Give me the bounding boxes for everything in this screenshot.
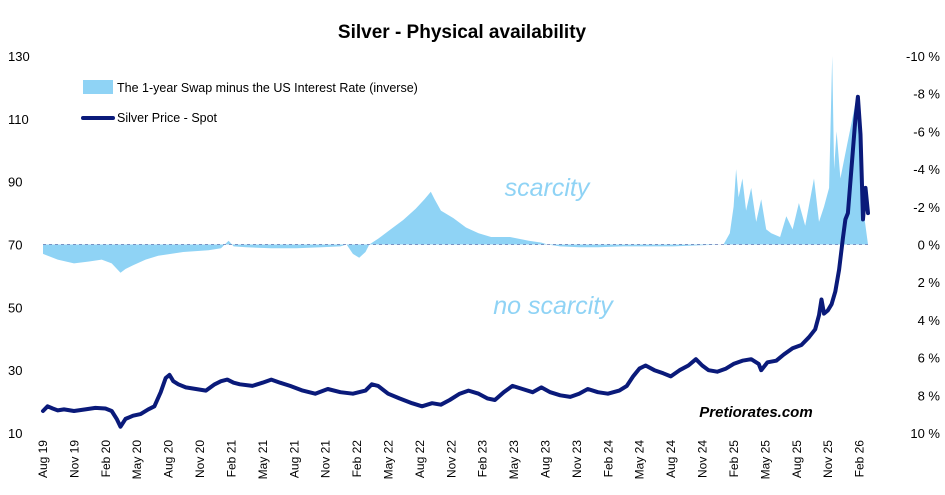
x-axis: Aug 19 Nov 19 Feb 20 May 20 Aug 20 Nov 20 Feb … bbox=[36, 440, 867, 480]
legend-swatch-area bbox=[83, 80, 113, 94]
x-tick-label: May 25 bbox=[758, 440, 772, 480]
swap-area bbox=[43, 56, 868, 273]
left-tick-label: 130 bbox=[8, 49, 30, 64]
x-tick-label: Nov 23 bbox=[570, 440, 584, 478]
x-tick-label: Feb 21 bbox=[224, 440, 238, 478]
x-tick-label: May 24 bbox=[633, 440, 647, 480]
left-tick-label: 10 bbox=[8, 426, 22, 441]
legend-label-area: The 1-year Swap minus the US Interest Ra… bbox=[117, 81, 418, 95]
x-tick-label: Feb 25 bbox=[727, 440, 741, 478]
silver-line-layer bbox=[41, 94, 870, 429]
x-tick-label: Aug 22 bbox=[413, 440, 427, 478]
x-tick-label: Aug 20 bbox=[162, 440, 176, 478]
right-tick-label: 8 % bbox=[918, 388, 941, 403]
right-tick-label: 10 % bbox=[910, 426, 940, 441]
x-tick-label: Nov 20 bbox=[193, 440, 207, 478]
right-tick-label: -8 % bbox=[913, 87, 940, 102]
x-tick-label: Nov 22 bbox=[444, 440, 458, 478]
x-tick-label: May 21 bbox=[256, 440, 270, 480]
x-tick-label: Feb 23 bbox=[476, 440, 490, 478]
x-tick-label: Feb 24 bbox=[601, 440, 615, 478]
left-tick-label: 90 bbox=[8, 175, 22, 190]
x-tick-label: Feb 22 bbox=[350, 440, 364, 478]
left-tick-label: 50 bbox=[8, 300, 22, 315]
x-tick-label: Aug 21 bbox=[287, 440, 301, 478]
x-tick-label: Nov 25 bbox=[821, 440, 835, 478]
right-tick-label: -4 % bbox=[913, 162, 940, 177]
left-axis: 10 30 50 70 90 110 130 bbox=[8, 49, 30, 441]
x-tick-label: Feb 26 bbox=[853, 440, 867, 478]
x-tick-label: Feb 20 bbox=[99, 440, 113, 478]
x-tick-label: Aug 19 bbox=[36, 440, 50, 478]
x-tick-label: Nov 19 bbox=[67, 440, 81, 478]
brand-watermark: Pretiorates.com bbox=[699, 404, 812, 421]
left-tick-label: 110 bbox=[8, 112, 29, 127]
x-tick-label: May 20 bbox=[130, 440, 144, 480]
x-tick-label: Nov 21 bbox=[319, 440, 333, 478]
legend-label-line: Silver Price - Spot bbox=[117, 111, 218, 125]
right-tick-label: 4 % bbox=[918, 313, 941, 328]
x-tick-label: Aug 24 bbox=[664, 440, 678, 478]
left-tick-label: 70 bbox=[8, 238, 22, 253]
x-tick-label: Nov 24 bbox=[696, 440, 710, 478]
x-tick-label: May 23 bbox=[507, 440, 521, 480]
right-tick-label: -2 % bbox=[913, 200, 940, 215]
right-axis: -10 % -8 % -6 % -4 % -2 % 0 % 2 % 4 % 6 % 8 % 10 % bbox=[906, 49, 940, 441]
right-tick-label: 0 % bbox=[918, 238, 941, 253]
chart-title: Silver - Physical availability bbox=[338, 22, 587, 43]
silver-price-line bbox=[41, 94, 870, 429]
legend: The 1-year Swap minus the US Interest Ra… bbox=[81, 80, 418, 125]
right-tick-label: -10 % bbox=[906, 49, 940, 64]
x-tick-label: Aug 25 bbox=[790, 440, 804, 478]
annotation-no-scarcity: no scarcity bbox=[493, 292, 614, 320]
right-tick-label: 6 % bbox=[918, 351, 941, 366]
swap-area-layer bbox=[43, 56, 868, 273]
x-tick-label: Aug 23 bbox=[539, 440, 553, 478]
right-tick-label: 2 % bbox=[918, 275, 941, 290]
annotation-scarcity: scarcity bbox=[505, 174, 591, 202]
right-tick-label: -6 % bbox=[913, 124, 940, 139]
x-tick-label: May 22 bbox=[382, 440, 396, 480]
left-tick-label: 30 bbox=[8, 363, 22, 378]
